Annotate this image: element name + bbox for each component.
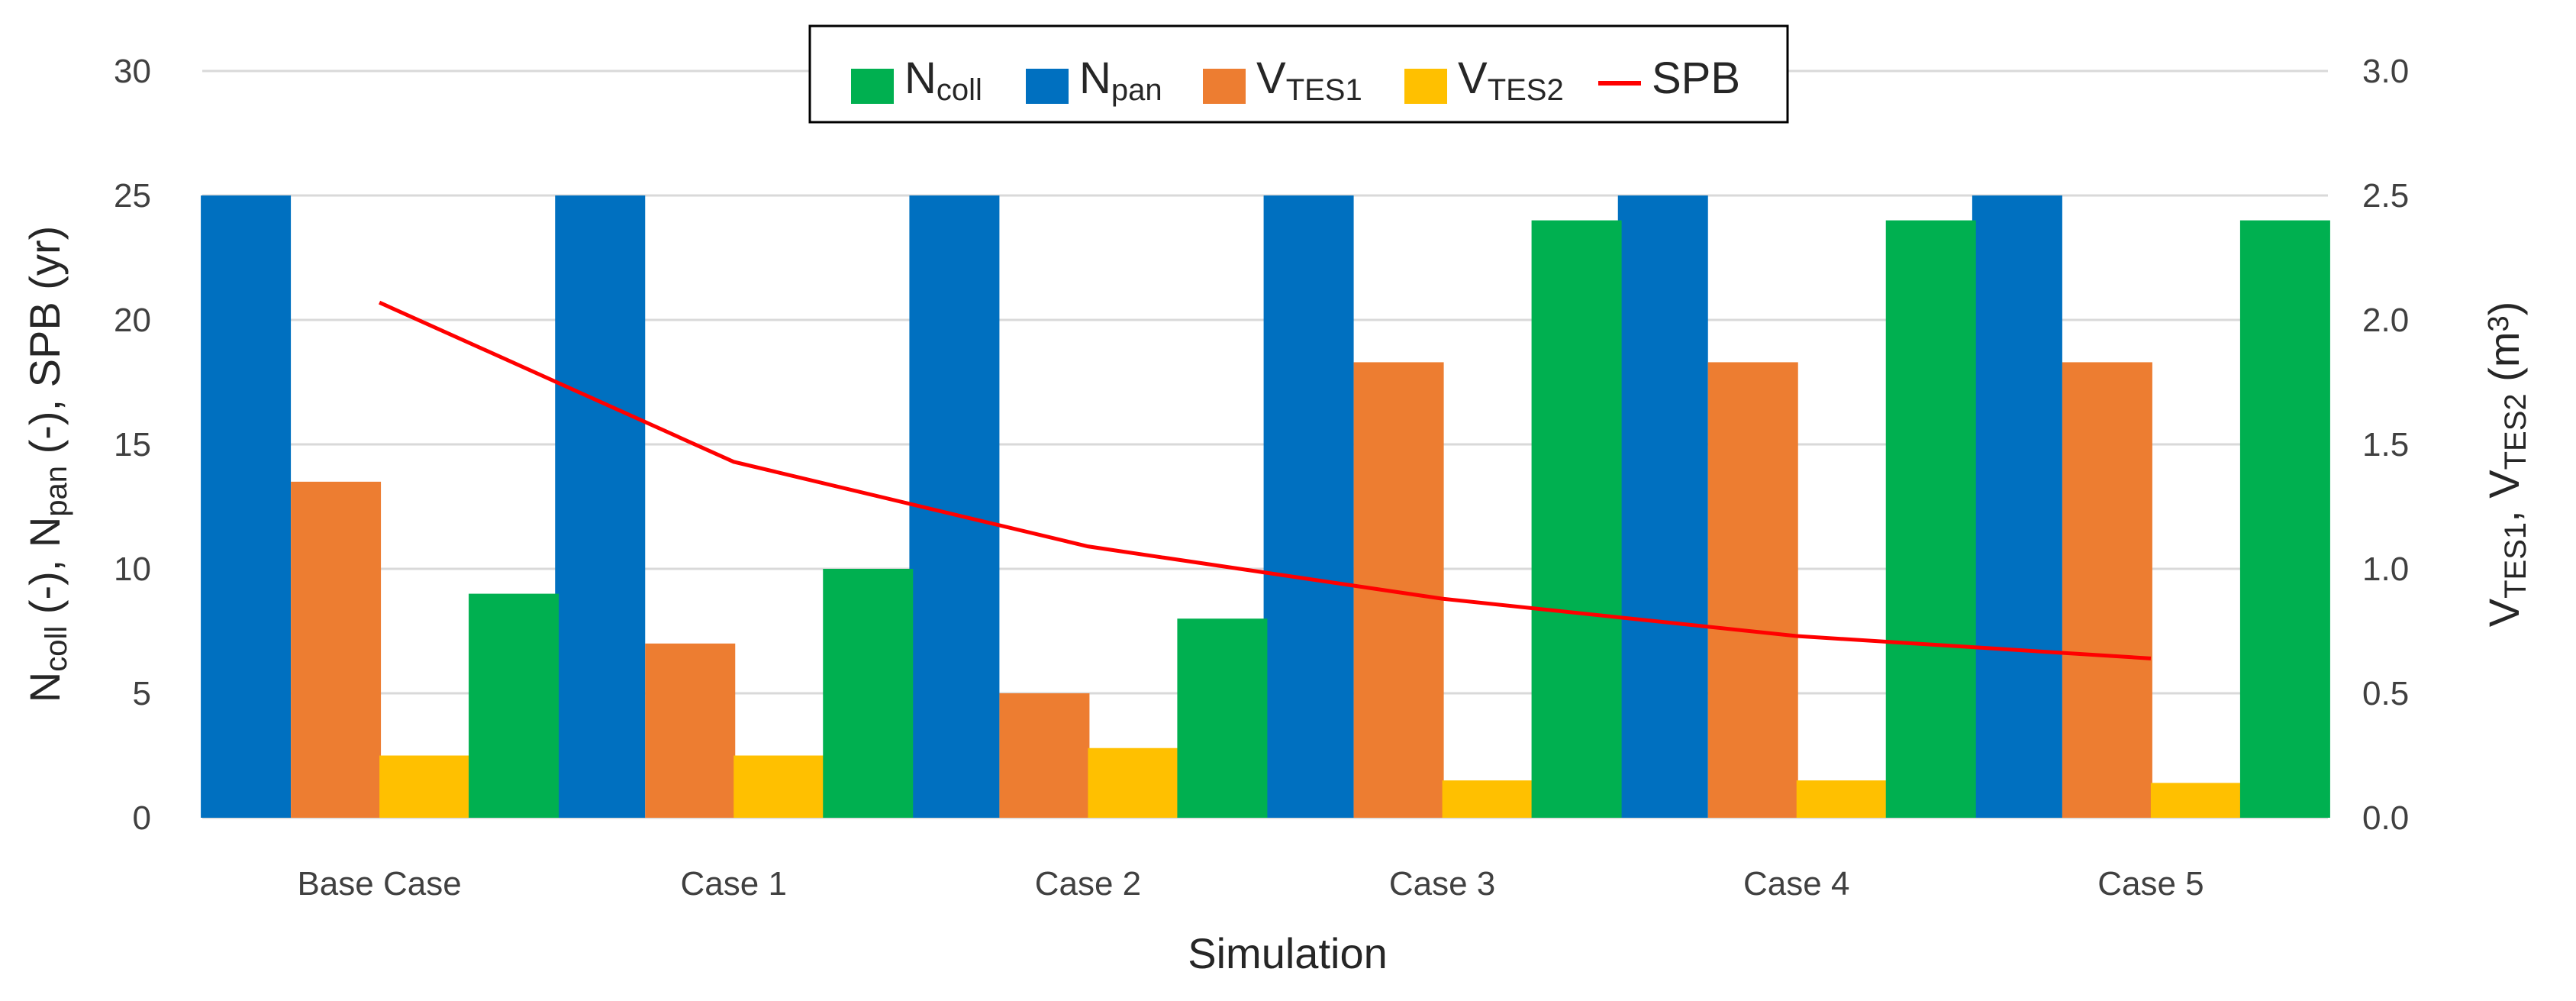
y-axis-right-ticks: 0.0 0.5 1.0 1.5 2.0 2.5 3.0 (2362, 53, 2409, 837)
y-right-tick-label: 0.5 (2362, 675, 2409, 712)
bar-v-tes1-case-3 (1353, 362, 1444, 818)
legend-swatch-v-tes2 (1404, 69, 1447, 104)
x-axis-title: Simulation (1188, 929, 1387, 977)
bar-n-pan-case-5 (1971, 195, 2062, 818)
bar-v-tes1-case-2 (999, 693, 1090, 818)
bar-n-pan-case-4 (1617, 195, 1708, 818)
spb-line (379, 300, 2152, 660)
bar-v-tes1-case-1 (645, 643, 736, 818)
bar-n-pan-case-1 (555, 195, 646, 818)
y-axis-left-ticks: 0 5 10 15 20 25 30 (114, 53, 151, 837)
x-tick-label: Case 5 (2097, 865, 2204, 903)
bar-v-tes2-case-5 (2150, 783, 2241, 818)
bar-v-tes2-base-case (379, 755, 470, 818)
legend-label-v-tes2: VTES2 (1458, 53, 1564, 107)
legend-box (808, 24, 1789, 124)
bar-v-tes2-case-3 (1442, 780, 1533, 818)
bar-n-coll-case-4 (1885, 220, 1976, 819)
bars (201, 195, 2330, 819)
bar-n-pan-case-3 (1263, 195, 1354, 818)
bar-v-tes1-base-case (291, 481, 382, 818)
y-right-tick-label: 3.0 (2362, 53, 2409, 90)
legend-swatch-v-tes1 (1203, 69, 1246, 104)
legend-swatch-n-coll (851, 69, 894, 104)
y-left-tick-label: 5 (133, 675, 151, 712)
x-tick-label: Case 1 (681, 865, 787, 903)
bar-v-tes2-case-1 (733, 755, 824, 818)
bar-v-tes2-case-2 (1088, 748, 1178, 818)
legend-label-v-tes1: VTES1 (1256, 53, 1362, 107)
legend-label-n-pan: Npan (1079, 53, 1162, 107)
y-right-tick-label: 2.0 (2362, 302, 2409, 339)
legend-label-n-coll: Ncoll (904, 53, 982, 107)
legend: Ncoll Npan VTES1 VTES2 SPB (808, 24, 1789, 124)
y-axis-left-title: Ncoll (-), Npan (-), SPB (yr) (21, 226, 73, 702)
bar-n-coll-base-case (469, 593, 559, 818)
bar-v-tes2-case-4 (1796, 780, 1887, 818)
bar-n-coll-case-5 (2239, 220, 2330, 819)
x-tick-label: Base Case (297, 865, 461, 903)
x-tick-label: Case 2 (1035, 865, 1141, 903)
x-axis-ticks: Base Case Case 1 Case 2 Case 3 Case 4 Case 5 (297, 865, 2204, 903)
y-left-tick-label: 20 (114, 302, 151, 339)
legend-label-spb: SPB (1652, 53, 1740, 103)
y-right-tick-label: 0.0 (2362, 799, 2409, 837)
legend-swatch-n-pan (1026, 69, 1069, 104)
bar-n-pan-base-case (201, 195, 292, 818)
y-right-tick-label: 2.5 (2362, 177, 2409, 215)
y-left-tick-label: 10 (114, 551, 151, 588)
y-left-tick-label: 0 (133, 799, 151, 837)
bar-n-coll-case-1 (823, 569, 914, 818)
y-axis-right-title: VTES1, VTES2 (m3) (2480, 302, 2532, 628)
y-left-tick-label: 15 (114, 426, 151, 463)
bar-n-coll-case-2 (1177, 618, 1268, 818)
y-right-tick-label: 1.5 (2362, 426, 2409, 463)
bar-v-tes1-case-4 (1707, 362, 1798, 818)
line-spb (379, 300, 2152, 660)
bar-v-tes1-case-5 (2062, 362, 2152, 818)
y-left-tick-label: 30 (114, 53, 151, 90)
y-right-tick-label: 1.0 (2362, 551, 2409, 588)
x-tick-label: Case 3 (1389, 865, 1495, 903)
x-tick-label: Case 4 (1743, 865, 1849, 903)
bar-n-coll-case-3 (1531, 220, 1622, 819)
y-left-tick-label: 25 (114, 177, 151, 215)
